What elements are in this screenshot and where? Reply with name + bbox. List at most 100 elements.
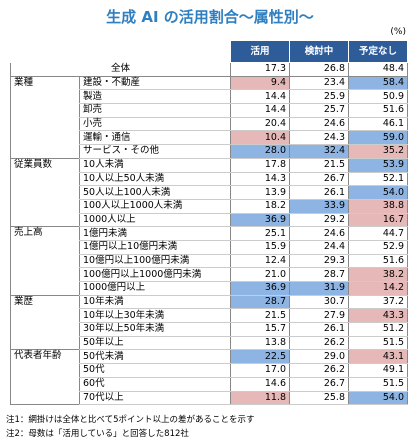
value-cell: 23.4 [289, 75, 349, 91]
value-cell: 52.9 [348, 240, 408, 255]
value-cell: 26.1 [289, 322, 349, 337]
row: 50人以上100人未満 13.9 26.1 54.0 [11, 185, 408, 200]
row: 10年以上30年未満 21.5 27.9 43.3 [11, 308, 408, 324]
row-label: 運輸・通信 [79, 130, 231, 146]
unit: (%) [390, 27, 406, 37]
row-label: 1億円未満 [79, 226, 231, 241]
row: 製造 14.4 25.9 50.9 [11, 89, 408, 105]
row: 運輸・通信 10.4 24.3 59.0 [11, 130, 408, 146]
value-cell: 22.5 [230, 349, 290, 365]
value-cell: 18.2 [230, 199, 290, 214]
row: 1000億円以上 36.9 31.9 14.2 [11, 281, 408, 296]
value-cell: 46.1 [348, 117, 408, 132]
row-label: 60代 [79, 377, 231, 392]
row: 10億円以上100億円未満 12.4 29.3 51.6 [11, 254, 408, 269]
group-label: 業歴 [10, 294, 80, 350]
value-cell: 31.9 [289, 281, 349, 296]
row-label: 30年以上50年未満 [79, 322, 231, 337]
row-label: 10億円以上100億円未満 [79, 254, 231, 269]
value-cell: 30.7 [289, 294, 349, 310]
row-label: 製造 [79, 89, 231, 105]
value-cell: 13.9 [230, 185, 290, 200]
value-cell: 14.3 [230, 172, 290, 187]
row-label: 70代以上 [79, 391, 231, 406]
row: 1億円以上10億円未満 15.9 24.4 52.9 [11, 240, 408, 255]
value-cell: 38.2 [348, 267, 408, 282]
value-cell: 43.3 [348, 308, 408, 324]
value-cell: 21.5 [289, 157, 349, 173]
value-cell: 24.6 [289, 226, 349, 241]
value-cell: 20.4 [230, 117, 290, 132]
value-cell: 26.7 [289, 172, 349, 187]
value-cell: 28.7 [289, 267, 349, 282]
value-cell: 14.4 [230, 103, 290, 118]
value-cell: 24.6 [289, 117, 349, 132]
value-cell: 53.9 [348, 157, 408, 173]
row: 業歴 10年未満 28.7 30.7 37.2 [10, 294, 408, 350]
row-label: 建設・不動産 [79, 75, 231, 91]
value-cell: 51.6 [348, 254, 408, 269]
row: 小売 20.4 24.6 46.1 [11, 117, 408, 132]
value-cell: 37.2 [348, 294, 408, 310]
value-cell: 28.0 [230, 144, 290, 159]
value-cell: 33.9 [289, 199, 349, 214]
row: 30年以上50年未満 15.7 26.1 51.2 [11, 322, 408, 337]
value-cell: 17.8 [230, 157, 290, 173]
row-label: 1000人以上 [79, 213, 231, 228]
row: 10人以上50人未満 14.3 26.7 52.1 [11, 172, 408, 187]
value-cell: 51.5 [348, 336, 408, 351]
value-cell: 9.4 [230, 75, 290, 91]
value-cell: 21.5 [230, 308, 290, 324]
row: 従業員数 10人未満 17.8 21.5 53.9 [10, 157, 408, 227]
value-cell: 26.7 [289, 377, 349, 392]
value-cell: 51.6 [348, 103, 408, 118]
row-label: 50代未満 [79, 349, 231, 365]
group-label: 業種 [10, 75, 80, 159]
value-cell: 12.4 [230, 254, 290, 269]
value-cell: 16.7 [348, 213, 408, 228]
value-cell: 36.9 [230, 281, 290, 296]
row-label: 10人未満 [79, 157, 231, 173]
value-cell: 26.2 [289, 336, 349, 351]
value-cell: 29.2 [289, 213, 349, 228]
value-cell: 14.2 [348, 281, 408, 296]
row-label: 1000億円以上 [79, 281, 231, 296]
value-cell: 49.1 [348, 363, 408, 378]
value-cell: 29.3 [289, 254, 349, 269]
row: 50代 17.0 26.2 49.1 [11, 363, 408, 378]
row: 業種 建設・不動産 9.4 23.4 58.4 [10, 75, 408, 159]
value-cell: 21.0 [230, 267, 290, 282]
value-cell: 15.7 [230, 322, 290, 337]
value-cell: 35.2 [348, 144, 408, 159]
value-cell: 59.0 [348, 130, 408, 146]
row-label: 50代 [79, 363, 231, 378]
value-cell: 25.8 [289, 391, 349, 406]
row: 70代以上 11.8 25.8 54.0 [11, 391, 408, 406]
value-cell: 43.1 [348, 349, 408, 365]
header-cell: 活用 [230, 40, 290, 63]
row-label: 小売 [79, 117, 231, 132]
header-empty [10, 40, 231, 63]
note: 注1：網掛けは全体と比べて5ポイント以上の差があることを示す [6, 415, 255, 425]
value-cell: 26.2 [289, 363, 349, 378]
row-label: 10年以上30年未満 [79, 308, 231, 324]
value-cell: 14.6 [230, 377, 290, 392]
value-cell: 11.8 [230, 391, 290, 406]
row: 売上高 1億円未満 25.1 24.6 44.7 [10, 226, 408, 296]
value-cell: 25.1 [230, 226, 290, 241]
row: 卸売 14.4 25.7 51.6 [11, 103, 408, 118]
group-label: 代表者年齢 [10, 349, 80, 405]
value-cell: 28.7 [230, 294, 290, 310]
row: 50年以上 13.8 26.2 51.5 [11, 336, 408, 351]
value-cell: 14.4 [230, 89, 290, 105]
value-cell: 26.1 [289, 185, 349, 200]
header-cell: 予定なし [348, 40, 408, 63]
value-cell: 54.0 [348, 185, 408, 200]
header-cell: 検討中 [289, 40, 349, 63]
row-label: 50人以上100人未満 [79, 185, 231, 200]
row-label: 10年未満 [79, 294, 231, 310]
group-label: 売上高 [10, 226, 80, 296]
group-label: 従業員数 [10, 157, 80, 227]
value-cell: 38.8 [348, 199, 408, 214]
